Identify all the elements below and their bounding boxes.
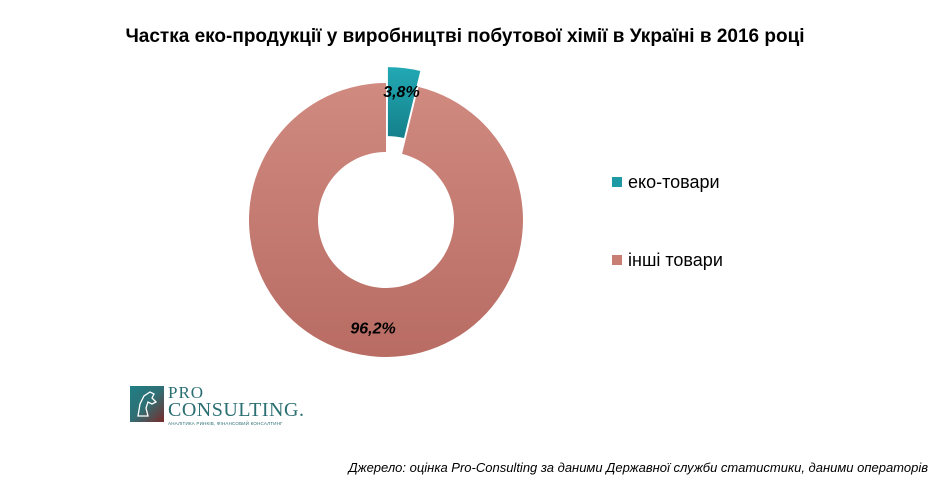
logo-text-pro: PRO	[168, 383, 205, 402]
data-label-other: 96,2%	[350, 321, 395, 338]
legend-item-eco: еко-товари	[612, 170, 723, 194]
legend-swatch-other	[612, 255, 622, 265]
legend-item-other: інші товари	[612, 248, 723, 272]
logo-text-consulting: CONSULTING.	[168, 399, 305, 421]
legend-label-other: інші товари	[628, 249, 723, 270]
horse-emblem-icon	[130, 386, 164, 422]
source-note: Джерело: оцінка Pro-Consulting за даними…	[348, 460, 928, 475]
legend: еко-товари інші товари	[612, 170, 723, 326]
legend-label-eco: еко-товари	[628, 171, 720, 192]
pro-consulting-logo: PRO CONSULTING. АНАЛІТИКА РИНКІВ, ФІНАНС…	[130, 383, 304, 429]
data-label-eco: 3,8%	[383, 84, 419, 101]
chart-title: Частка еко-продукції у виробництві побут…	[125, 26, 805, 47]
logo-tagline: АНАЛІТИКА РИНКІВ, ФІНАНСОВИЙ КОНСАЛТИНГ	[168, 421, 283, 426]
donut-slice-eco	[387, 67, 421, 139]
donut-slice-other	[249, 83, 524, 357]
legend-swatch-eco	[612, 177, 622, 187]
